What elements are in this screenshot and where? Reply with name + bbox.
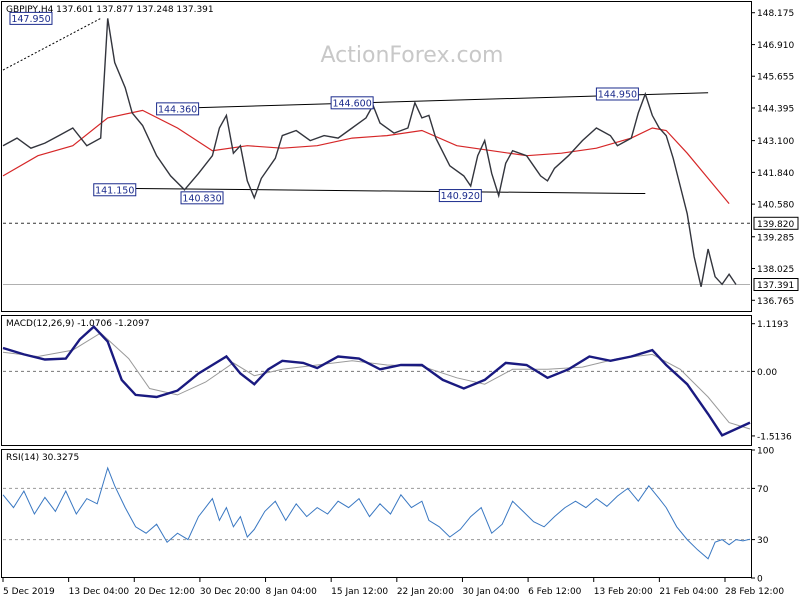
x-tick-label: 8 Jan 04:00	[266, 587, 318, 597]
annotation-box	[93, 183, 137, 197]
macd-panel-frame	[1, 315, 752, 446]
macd-y-tick-label: -1.5136	[757, 432, 792, 442]
price-annotation: 141.150	[93, 183, 137, 197]
x-tick-label: 22 Jan 20:00	[397, 587, 454, 597]
annotation-box	[156, 102, 200, 116]
watermark: ActionForex.com	[321, 43, 504, 68]
price-badge: 139.820	[753, 216, 799, 230]
annotation-box	[9, 11, 53, 25]
price-badge-box	[753, 278, 799, 292]
annotation-label: 141.150	[95, 185, 134, 196]
x-tick-label: 30 Jan 04:00	[462, 587, 519, 597]
price-badge: 137.391	[753, 278, 799, 292]
x-tick-label: 5 Dec 2019	[3, 587, 55, 597]
price-series-line	[2, 18, 737, 287]
support-trendline	[135, 188, 646, 195]
price-annotation: 140.920	[438, 189, 482, 203]
price-y-tick-label: 143.100	[757, 137, 794, 147]
price-y-tick-label: 139.285	[757, 233, 794, 243]
price-panel-frame	[1, 1, 752, 312]
price-y-tick-label: 141.840	[757, 169, 794, 179]
rsi-panel-frame	[1, 449, 752, 578]
price-y-tick-label: 146.910	[757, 41, 794, 51]
price-y-tick-label: 138.025	[757, 265, 794, 275]
x-tick-label: 20 Dec 12:00	[134, 587, 195, 597]
rsi-line	[2, 466, 751, 560]
annotation-label: 140.920	[441, 191, 480, 202]
annotation-label: 144.600	[332, 98, 371, 109]
price-annotation: 144.360	[156, 102, 200, 116]
price-y-tick-label: 148.175	[757, 9, 794, 19]
price-annotation: 144.950	[595, 87, 639, 101]
rsi-y-tick-label: 0	[757, 575, 763, 585]
price-y-tick-label: 136.765	[757, 297, 794, 307]
price-badge-box	[753, 216, 799, 230]
macd-y-tick-label: 0.00	[757, 368, 777, 378]
annotation-box	[438, 189, 482, 203]
macd-layer	[2, 325, 751, 437]
annotation-label: 144.950	[598, 89, 637, 100]
x-tick-label: 15 Jan 12:00	[331, 587, 388, 597]
x-tick-label: 13 Dec 04:00	[69, 587, 130, 597]
macd-header: MACD(12,26,9) -1.0706 -1.2097	[6, 319, 150, 329]
prior-trend-line	[2, 17, 101, 71]
price-annotation: 140.830	[180, 191, 224, 205]
macd-y-tick-label: 1.1193	[757, 320, 789, 330]
sma-line	[2, 109, 730, 204]
price-header: GBPJPY,H4 137.601 137.877 137.248 137.39…	[6, 5, 214, 15]
x-tick-label: 13 Feb 20:00	[594, 587, 653, 597]
x-tick-label: 30 Dec 20:00	[200, 587, 261, 597]
axis-layer: 148.175 146.910 145.655 144.395 143.100 141.8…	[2, 9, 799, 597]
annotation-label: 140.830	[182, 193, 221, 204]
price-annotation: 144.600	[330, 96, 374, 110]
rsi-y-tick-label: 30	[757, 536, 769, 546]
annotation-box	[330, 96, 374, 110]
price-y-tick-label: 145.655	[757, 73, 794, 83]
price-layer: 147.950 144.360 144.600 144.950 141.150 140.8…	[2, 11, 750, 287]
annotation-label: 144.360	[158, 104, 197, 115]
price-badge-label: 137.391	[757, 281, 794, 291]
x-tick-label: 28 Feb 12:00	[725, 587, 784, 597]
price-badge-label: 139.820	[757, 220, 794, 230]
macd-main-line	[2, 325, 751, 437]
annotation-label: 147.950	[11, 14, 50, 25]
price-annotation: 147.950	[9, 11, 53, 25]
rsi-layer	[2, 466, 751, 560]
annotation-box	[180, 191, 224, 205]
x-tick-label: 21 Feb 04:00	[659, 587, 718, 597]
price-y-tick-label: 140.580	[757, 201, 794, 211]
rsi-y-tick-label: 70	[757, 485, 769, 495]
x-tick-label: 6 Feb 12:00	[528, 587, 582, 597]
rsi-y-tick-label: 100	[757, 447, 774, 457]
annotation-box	[595, 87, 639, 101]
price-y-tick-label: 144.395	[757, 104, 794, 114]
rsi-header: RSI(14) 30.3275	[6, 453, 79, 463]
